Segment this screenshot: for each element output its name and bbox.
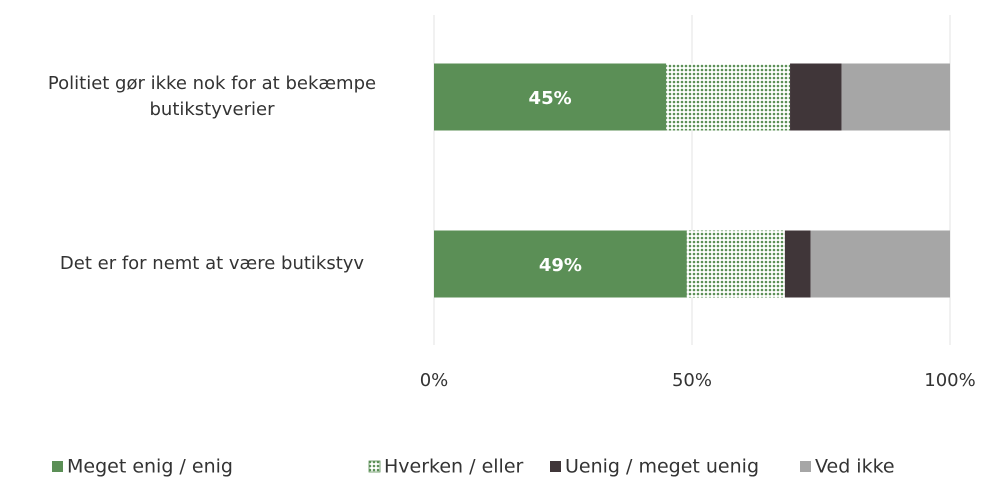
category-label: Politiet gør ikke nok for at bekæmpe buti… xyxy=(48,73,376,120)
legend-swatch xyxy=(52,461,63,472)
bar-segment xyxy=(434,230,687,298)
bar-segment xyxy=(841,63,950,131)
legend-label: Meget enig / enig xyxy=(67,456,233,478)
bar-segment xyxy=(784,230,811,298)
x-tick-label: 50% xyxy=(672,370,712,391)
bar-segment xyxy=(666,63,791,131)
x-tick-label: 100% xyxy=(924,370,975,391)
value-label: 45% xyxy=(529,88,572,109)
bar-segment xyxy=(790,63,842,131)
legend-label: Uenig / meget uenig xyxy=(565,456,759,478)
bar-segment xyxy=(810,230,950,298)
bar-segment xyxy=(686,230,785,298)
value-label: 49% xyxy=(539,255,582,276)
legend-swatch xyxy=(800,461,811,472)
legend-swatch xyxy=(550,461,561,472)
x-tick-label: 0% xyxy=(420,370,449,391)
category-label: Det er for nemt at være butikstyv xyxy=(60,253,365,274)
legend-swatch xyxy=(368,460,381,473)
legend-label: Hverken / eller xyxy=(384,456,524,478)
legend-label: Ved ikke xyxy=(815,456,895,478)
bar-segment xyxy=(434,63,667,131)
